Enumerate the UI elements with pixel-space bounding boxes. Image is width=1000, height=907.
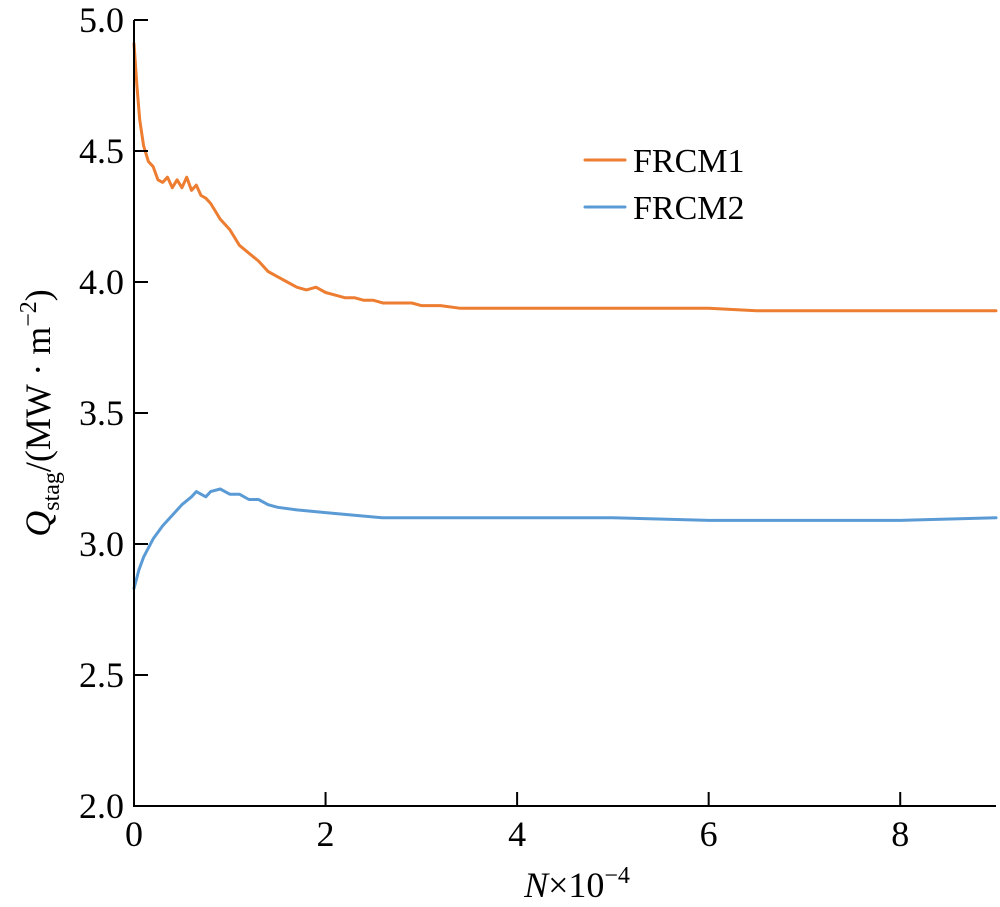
series-layer <box>132 42 998 590</box>
x-tick-label: 4 <box>508 814 526 854</box>
y-tick-label: 4.5 <box>79 131 124 171</box>
y-axis-title: Qstag/(MW · m−2) <box>16 289 65 537</box>
series-line-frcm1 <box>132 42 998 313</box>
x-tick-label: 8 <box>891 814 909 854</box>
y-axis-title-group: Qstag/(MW · m−2) <box>16 289 65 537</box>
x-axis-title-exponent: −4 <box>604 863 630 889</box>
y-axis-title-q: Q <box>18 511 58 537</box>
x-axis-title-variable: N <box>523 865 550 905</box>
y-tick-label: 3.0 <box>79 524 124 564</box>
legend-label-frcm1: FRCM1 <box>633 143 745 180</box>
x-tick-label: 2 <box>317 814 335 854</box>
x-tick-label: 6 <box>700 814 718 854</box>
legend-label-frcm2: FRCM2 <box>633 190 745 227</box>
y-axis-title-sub: stag <box>39 472 65 511</box>
legend: FRCM1 FRCM2 <box>583 143 745 227</box>
x-axis-title-multiplier: ×10 <box>548 865 604 905</box>
series-line-frcm2 <box>132 487 998 590</box>
y-axis-title-unit-close: ) <box>18 289 58 301</box>
y-tick-label: 2.5 <box>79 655 124 695</box>
y-tick-label: 5.0 <box>79 0 124 40</box>
y-axis-title-unit-exponent: −2 <box>16 301 42 327</box>
axes-layer <box>133 20 996 807</box>
x-tick-label: 0 <box>125 814 143 854</box>
x-axis-title: N×10−4 <box>523 863 630 905</box>
y-axis-title-unit: /(MW · m <box>18 327 58 472</box>
y-tick-label: 4.0 <box>79 262 124 302</box>
y-tick-label: 2.0 <box>79 786 124 826</box>
ticks-layer: 2.0 2.5 3.0 3.5 4.0 4.5 5.0 0 2 4 6 8 <box>79 0 909 854</box>
y-tick-label: 3.5 <box>79 393 124 433</box>
